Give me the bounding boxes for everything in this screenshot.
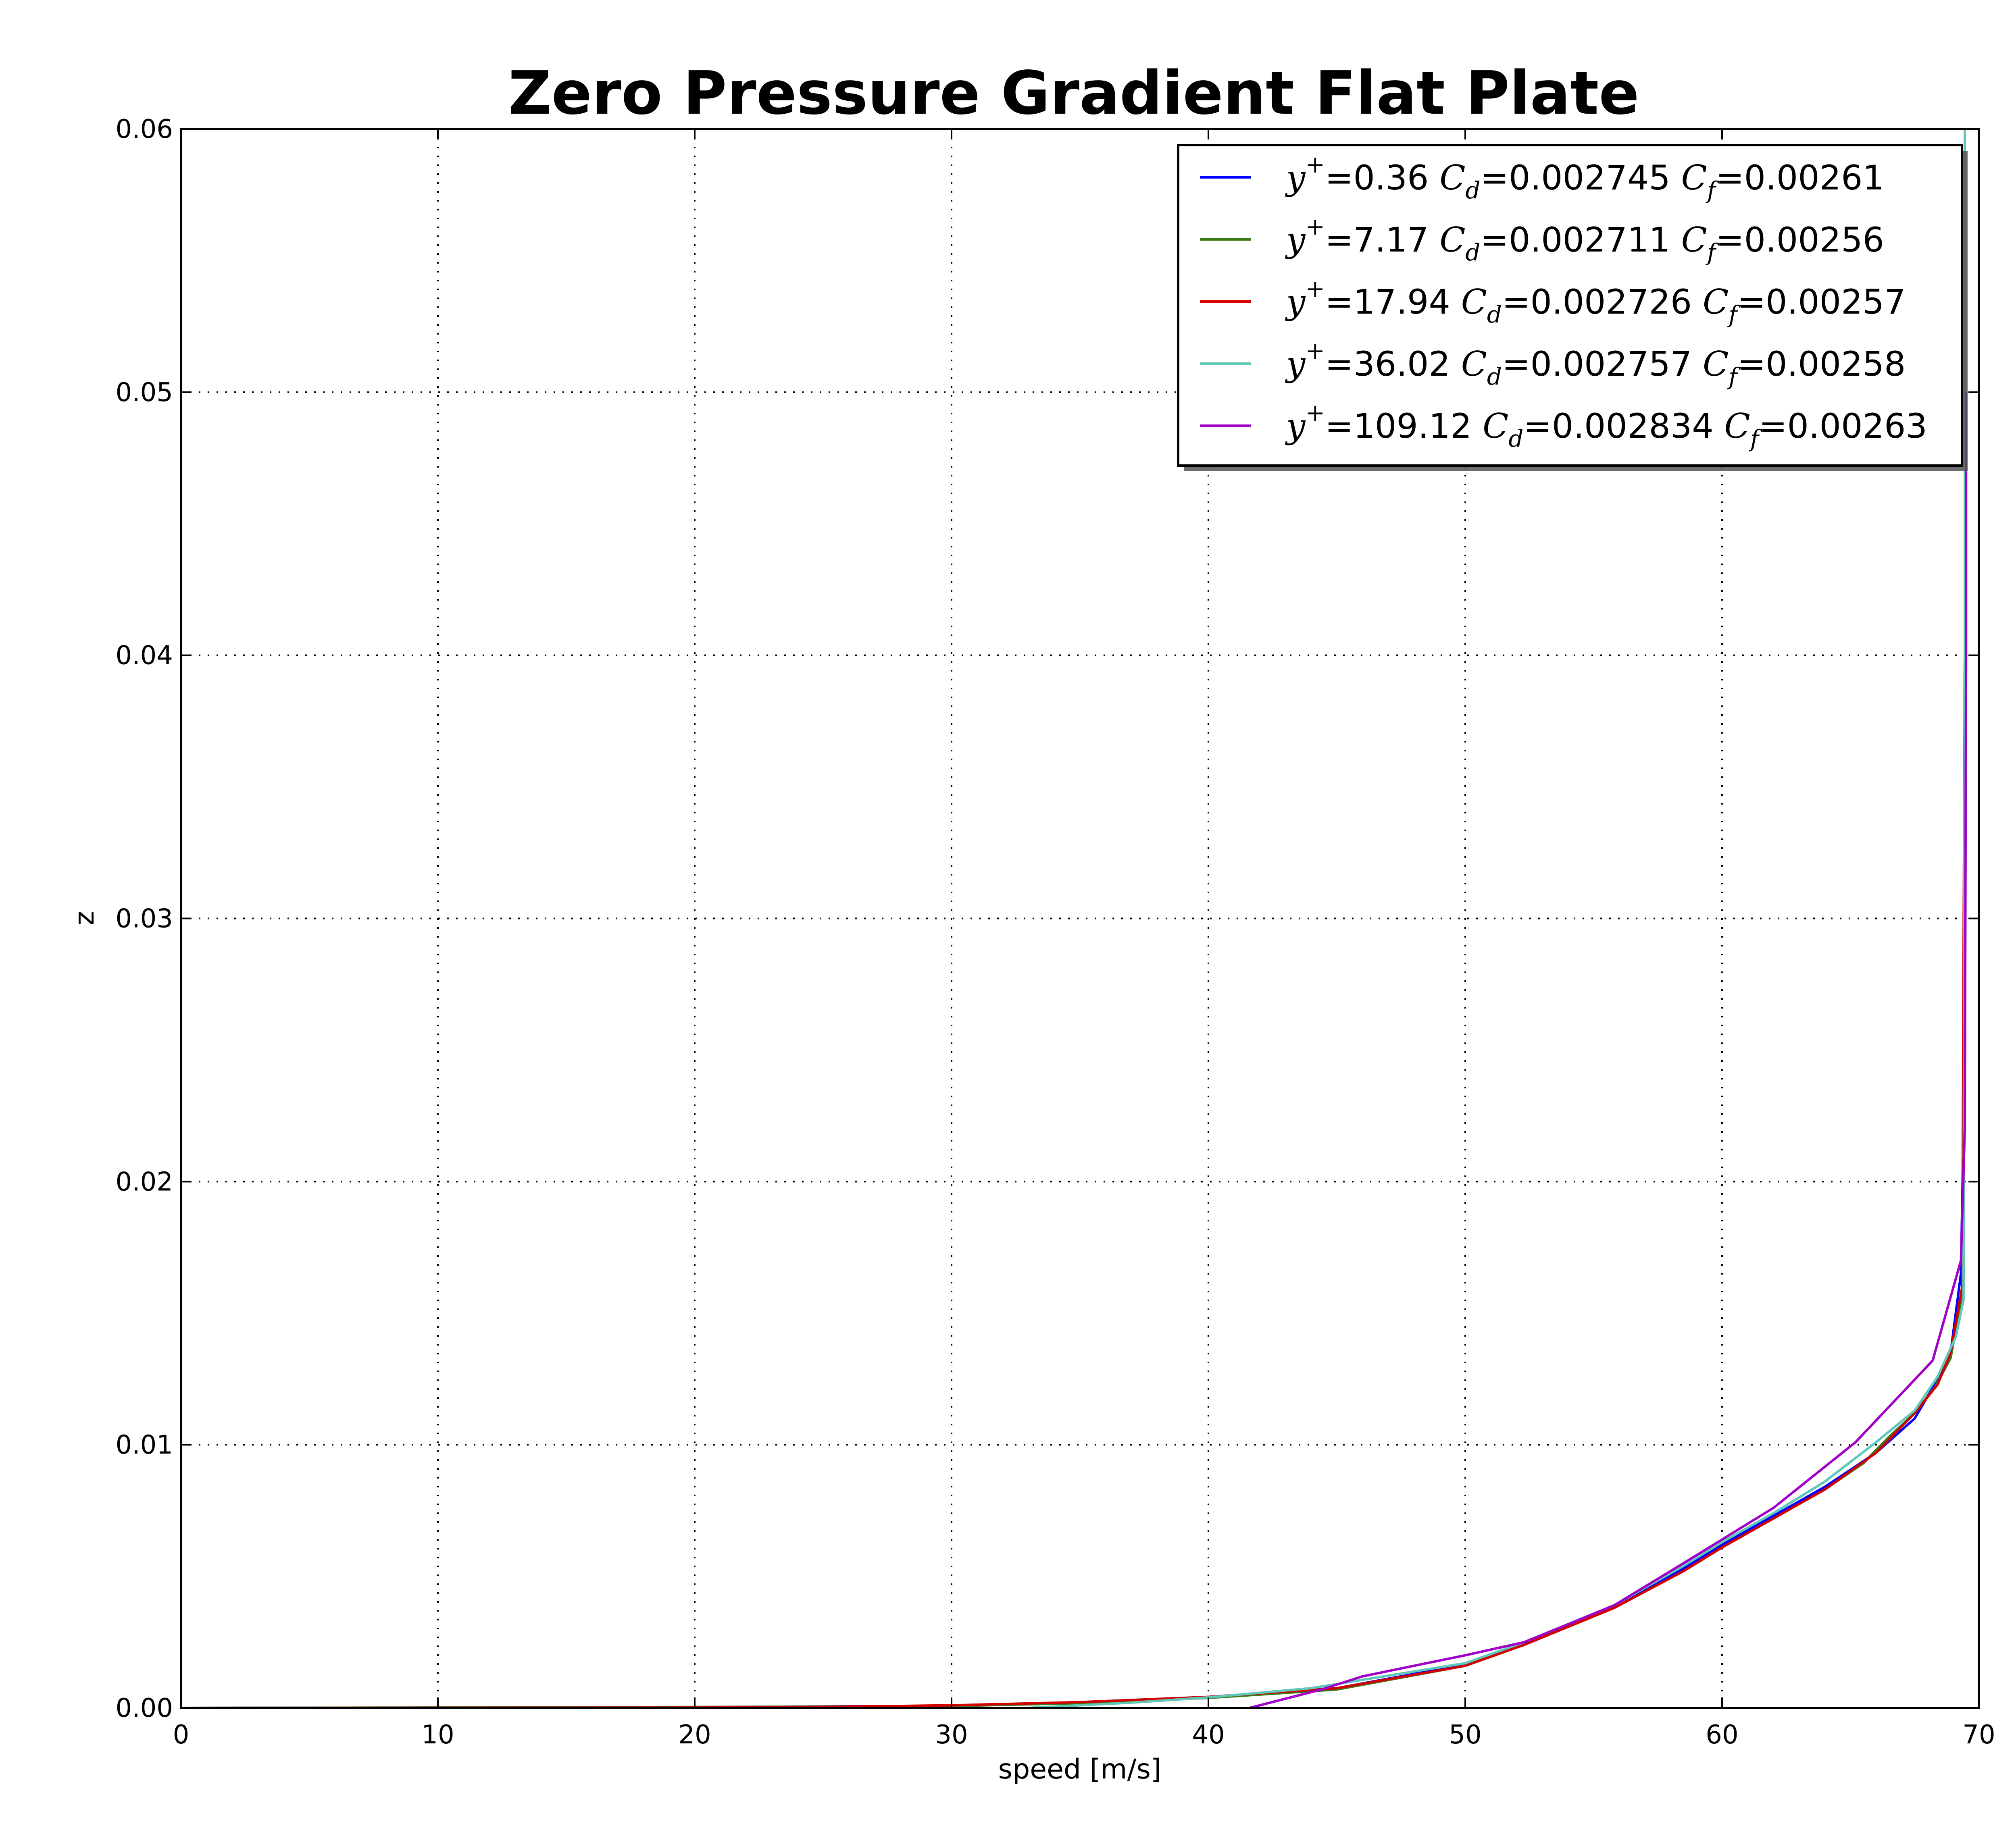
y-tick-label: 0.01 — [116, 1430, 173, 1460]
x-tick-label: 40 — [1192, 1720, 1225, 1750]
y-tick-label: 0.05 — [116, 378, 173, 408]
legend-items: y+=0.36 Cd=0.002745 Cf=0.00261 y+=7.17 Cd… — [1200, 151, 1927, 452]
series-line — [1028, 129, 1966, 1709]
y-axis-label: z — [69, 911, 100, 926]
x-tick-label: 20 — [678, 1720, 711, 1750]
series-line — [1249, 392, 1968, 1709]
axis-ticks: 0 10 20 30 40 50 60 70 0.00 0.01 0.02 0.03 0.04 0.05 0… — [116, 114, 1995, 1750]
grid-lines — [181, 129, 1979, 1708]
legend-entry-text: y+=7.17 Cd=0.002711 Cf=0.00256 — [1285, 213, 1884, 266]
y-tick-label: 0.02 — [116, 1167, 173, 1197]
y-tick-label: 0.03 — [116, 904, 173, 934]
legend-entry-text: y+=0.36 Cd=0.002745 Cf=0.00261 — [1285, 151, 1884, 204]
x-tick-label: 50 — [1449, 1720, 1481, 1750]
legend-box — [1177, 144, 1963, 467]
y-tick-label: 0.00 — [116, 1693, 173, 1723]
legend-entry-text: y+=36.02 Cd=0.002757 Cf=0.00258 — [1285, 337, 1906, 390]
y-tick-label: 0.04 — [116, 641, 173, 671]
series-lines — [181, 129, 1968, 1709]
legend: y+=0.36 Cd=0.002745 Cf=0.00261 y+=7.17 Cd… — [1177, 144, 1968, 471]
x-tick-label: 10 — [421, 1720, 454, 1750]
x-tick-label: 0 — [173, 1720, 190, 1750]
y-tick-label: 0.06 — [116, 114, 173, 144]
legend-entry-text: y+=17.94 Cd=0.002726 Cf=0.00257 — [1285, 275, 1906, 328]
chart-title: Zero Pressure Gradient Flat Plate — [508, 58, 1639, 128]
x-axis-label: speed [m/s] — [998, 1753, 1162, 1785]
x-tick-label: 70 — [1962, 1720, 1995, 1750]
legend-entry-text: y+=109.12 Cd=0.002834 Cf=0.00263 — [1285, 399, 1927, 452]
x-tick-label: 30 — [935, 1720, 968, 1750]
x-tick-label: 60 — [1706, 1720, 1738, 1750]
series-line — [181, 129, 1966, 1709]
